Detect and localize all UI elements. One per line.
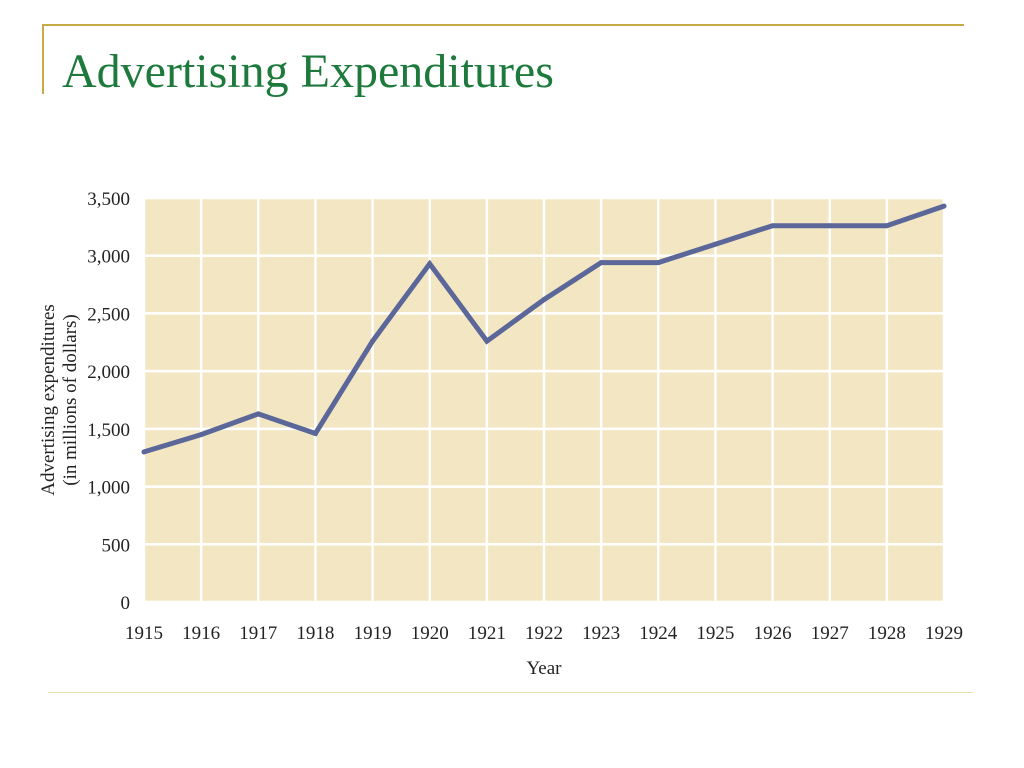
slide-frame-left-rule: [42, 24, 44, 94]
x-tick-label: 1925: [696, 623, 734, 644]
data-point: [312, 430, 318, 436]
data-point: [827, 223, 833, 229]
y-axis-title-line-1: Advertising expenditures: [38, 304, 59, 496]
data-point: [770, 223, 776, 229]
y-tick-label: 2,000: [87, 362, 130, 383]
x-tick-label: 1916: [182, 623, 220, 644]
data-point: [712, 241, 718, 247]
x-tick-label: 1929: [925, 623, 963, 644]
grid-lines: [142, 196, 946, 604]
data-point: [198, 432, 204, 438]
y-axis-title-line-2: (in millions of dollars): [60, 314, 81, 486]
y-tick-label: 1,500: [87, 420, 130, 441]
y-tick-label: 3,000: [87, 247, 130, 268]
y-tick-label: 1,000: [87, 478, 130, 499]
data-point: [427, 261, 433, 267]
data-point: [884, 223, 890, 229]
y-axis-tick-labels: 0 500 1,000 1,500 2,000 2,500 3,000 3,500: [87, 189, 130, 614]
y-tick-label: 500: [102, 535, 131, 556]
x-tick-label: 1922: [525, 623, 563, 644]
x-tick-label: 1926: [754, 623, 792, 644]
x-tick-label: 1923: [582, 623, 620, 644]
slide-title: Advertising Expenditures: [62, 45, 554, 98]
x-tick-label: 1919: [354, 623, 392, 644]
data-point: [255, 411, 261, 417]
data-point: [370, 338, 376, 344]
y-tick-label: 2,500: [87, 304, 130, 325]
x-tick-label: 1928: [868, 623, 906, 644]
footer-rule: [48, 692, 973, 693]
x-axis-title: Year: [526, 658, 562, 679]
x-tick-label: 1921: [468, 623, 506, 644]
x-tick-label: 1918: [296, 623, 334, 644]
data-point: [655, 260, 661, 266]
x-axis-tick-labels: 1915 1916 1917 1918 1919 1920 1921 1922 1923 1924…: [125, 623, 963, 644]
data-point: [541, 297, 547, 303]
data-point: [141, 449, 147, 455]
x-tick-label: 1924: [639, 623, 678, 644]
slide-frame-top-rule: [42, 24, 964, 26]
x-tick-label: 1917: [239, 623, 277, 644]
data-point: [484, 338, 490, 344]
y-tick-label: 3,500: [87, 189, 130, 210]
x-tick-label: 1920: [411, 623, 449, 644]
x-tick-label: 1915: [125, 623, 163, 644]
data-point: [941, 203, 947, 209]
series-layer: [141, 203, 947, 455]
data-point: [598, 260, 604, 266]
x-tick-label: 1927: [811, 623, 849, 644]
y-tick-label: 0: [121, 593, 131, 614]
